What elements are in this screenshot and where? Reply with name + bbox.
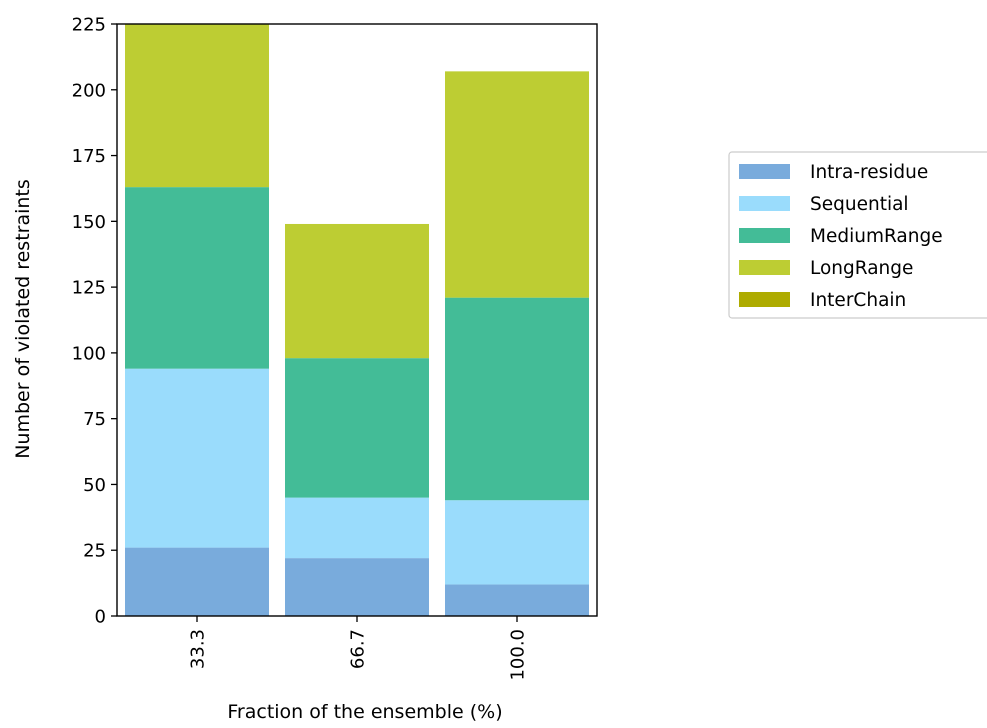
bar-segment-sequential-0	[125, 368, 269, 548]
y-tick-label: 125	[72, 278, 106, 299]
y-tick-label: 100	[72, 343, 106, 364]
legend-label: MediumRange	[810, 226, 943, 247]
y-tick-label: 0	[95, 607, 106, 628]
legend-label: Intra-residue	[810, 162, 928, 183]
bar-segment-sequential-1	[285, 497, 429, 559]
bar-segment-mediumrange-0	[125, 187, 269, 369]
bars-group	[125, 24, 589, 616]
x-tick-label: 100.0	[508, 629, 529, 681]
y-axis-label: Number of violated restraints	[12, 179, 34, 459]
y-tick-label: 225	[72, 15, 106, 36]
legend-box	[728, 151, 987, 319]
legend-swatch	[739, 164, 790, 179]
bar-segment-longrange-0	[125, 24, 269, 188]
bar-segment-intra-residue-1	[285, 558, 429, 616]
x-tick-label: 66.7	[348, 629, 369, 669]
bar-segment-longrange-1	[285, 223, 429, 359]
y-tick-label: 25	[83, 541, 106, 562]
legend-swatch	[739, 196, 790, 211]
legend: Intra-residue Sequential MediumRange LongRa…	[728, 151, 987, 319]
bar-segment-sequential-2	[445, 500, 589, 585]
x-tick-label: 33.3	[188, 629, 209, 669]
legend-swatch	[739, 228, 790, 243]
legend-swatch	[739, 260, 790, 275]
bar-segment-intra-residue-0	[125, 547, 269, 616]
legend-label: InterChain	[810, 290, 906, 311]
y-tick-label: 150	[72, 212, 106, 233]
bar-segment-mediumrange-1	[285, 358, 429, 498]
legend-label: Sequential	[810, 194, 909, 215]
x-axis-label: Fraction of the ensemble (%)	[227, 701, 502, 723]
legend-swatch	[739, 292, 790, 307]
legend-label: LongRange	[810, 258, 913, 279]
bar-segment-intra-residue-2	[445, 584, 589, 616]
y-tick-label: 75	[83, 409, 106, 430]
y-tick-label: 200	[72, 80, 106, 101]
bar-segment-mediumrange-2	[445, 297, 589, 501]
axes-group: 0 25 50 75 100 125 150 175 200 225 33.3 66.7 100.0	[72, 15, 598, 681]
y-tick-label: 50	[83, 475, 106, 496]
bar-segment-longrange-2	[445, 71, 589, 298]
y-tick-label: 175	[72, 146, 106, 167]
